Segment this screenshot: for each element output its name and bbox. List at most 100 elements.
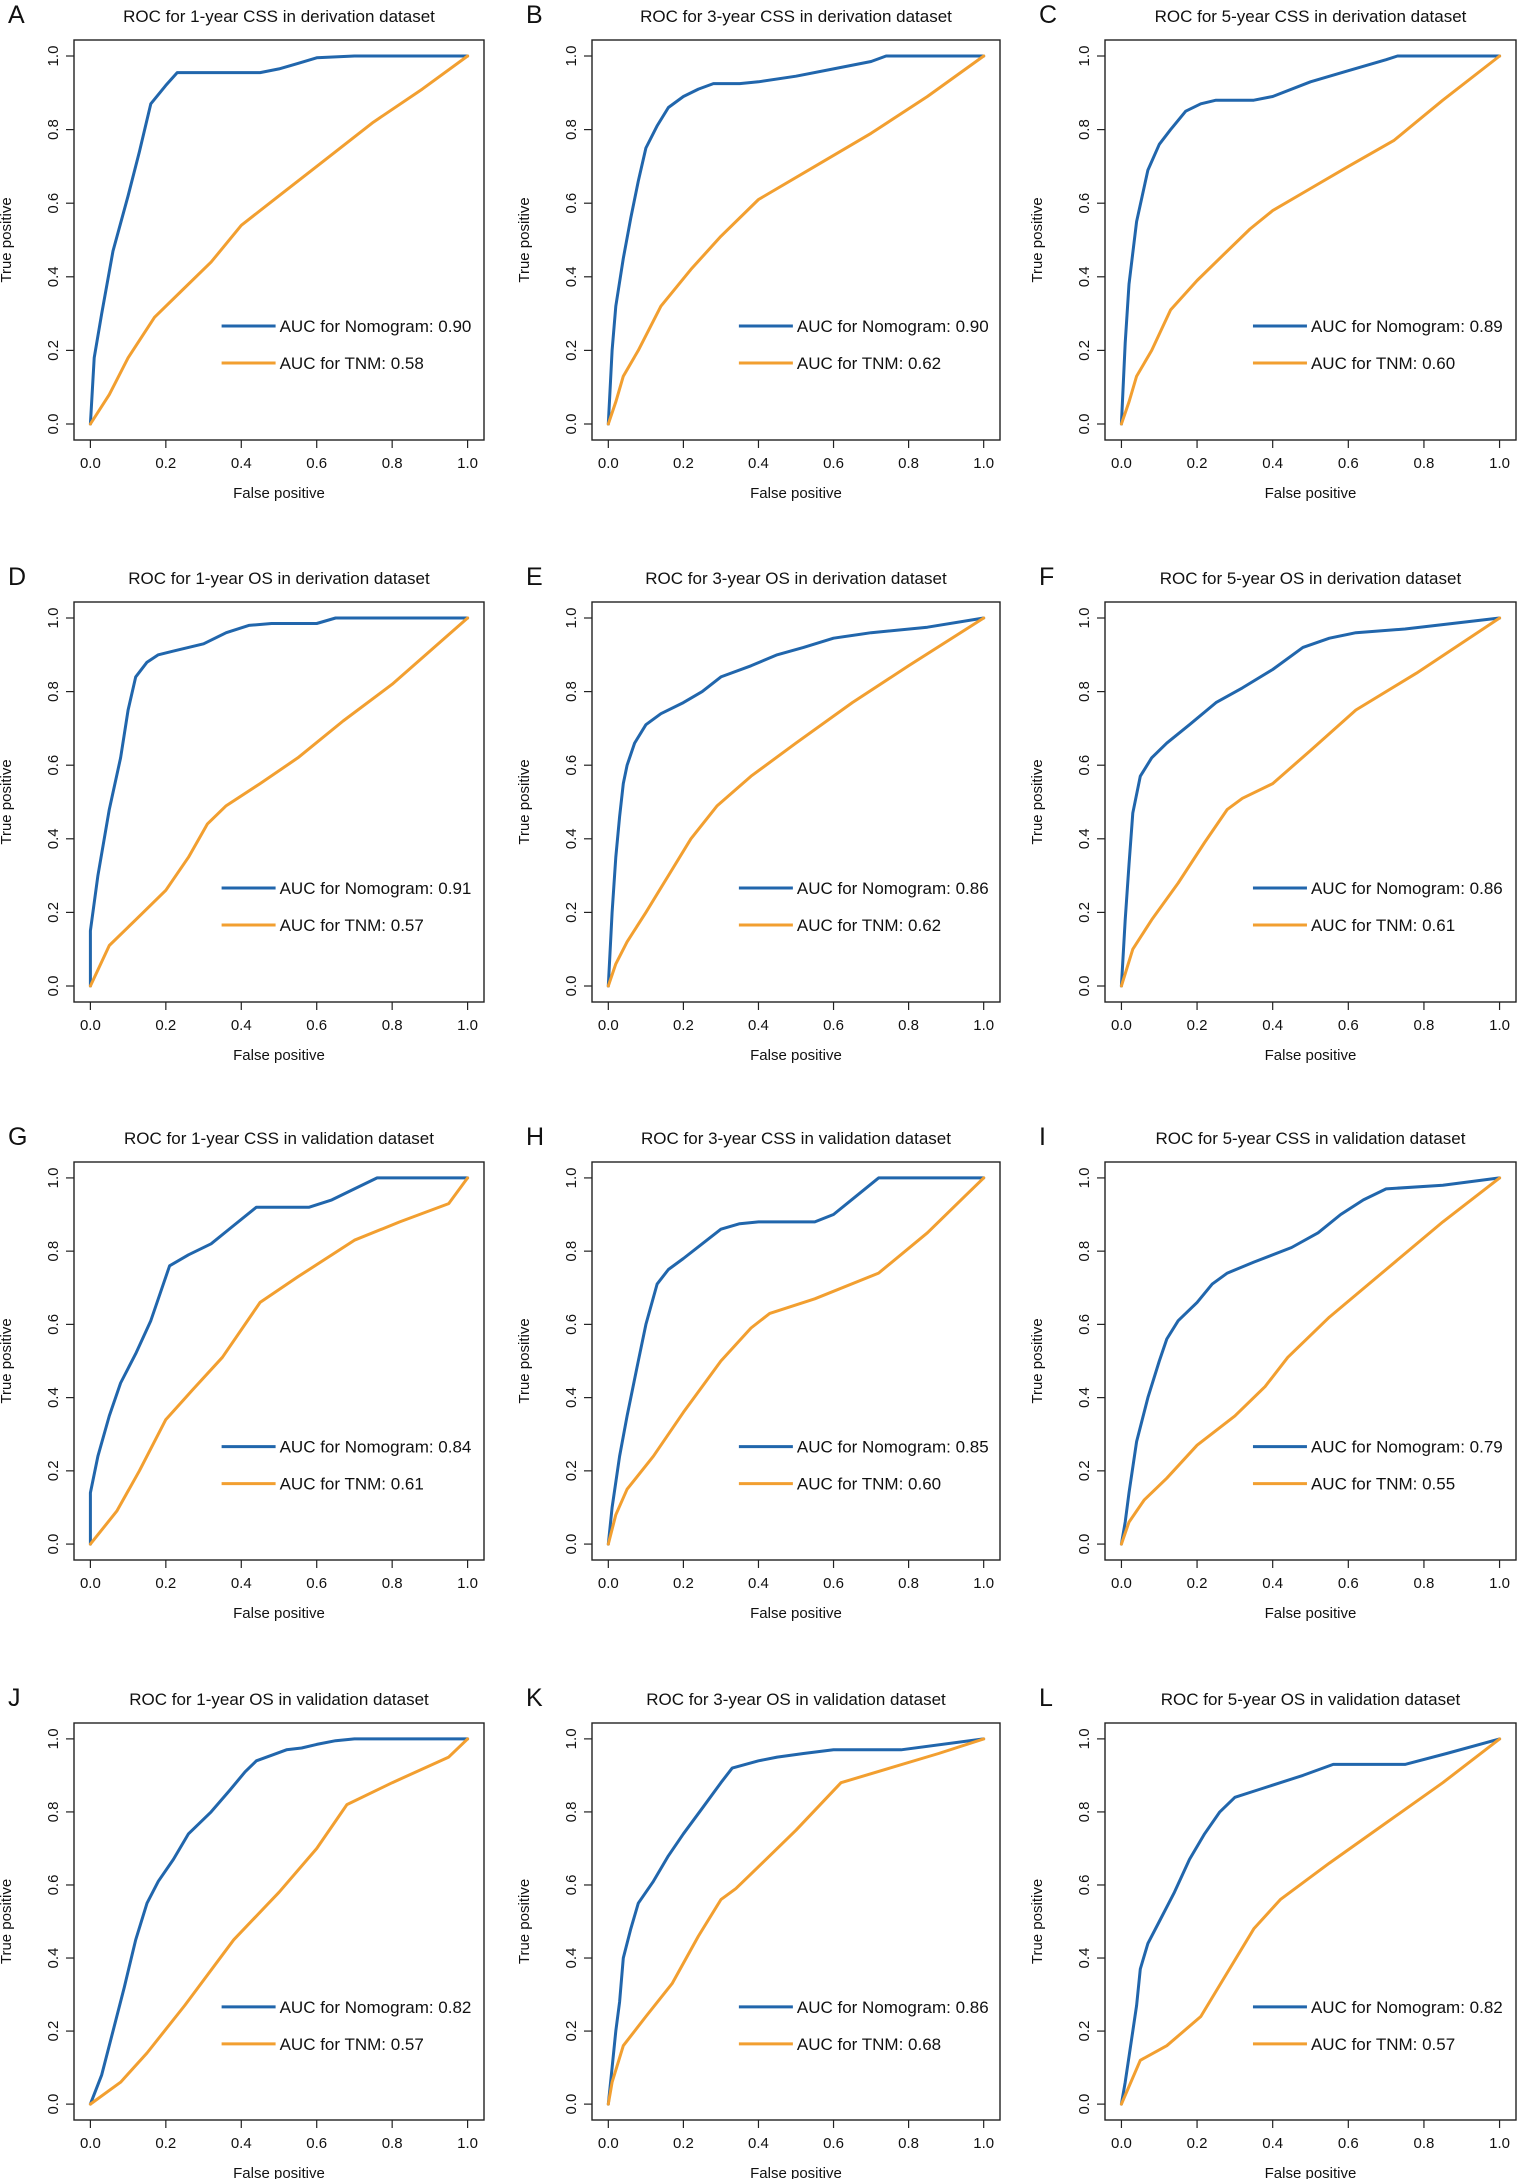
panel-letter-a: A xyxy=(8,1,25,29)
y-tick-label: 0.0 xyxy=(563,2094,580,2115)
y-tick-label: 0.2 xyxy=(45,2021,62,2042)
roc-curve-nomogram xyxy=(606,1176,986,1546)
roc-panel-l: L ROC for 5-year OS in validation dataset… xyxy=(1029,1684,1517,2179)
x-tick-label: 0.4 xyxy=(231,2135,252,2152)
legend-label-nomogram: AUC for Nomogram: 0.86 xyxy=(797,879,989,898)
y-tick-label: 1.0 xyxy=(1076,608,1093,629)
y-tick-label: 0.0 xyxy=(45,1534,62,1555)
y-tick-label: 1.0 xyxy=(563,1728,580,1749)
y-tick-label: 0.4 xyxy=(45,1387,62,1408)
y-tick-label: 0.4 xyxy=(45,828,62,849)
x-tick-label: 0.6 xyxy=(1338,2135,1359,2152)
legend-label-nomogram: AUC for Nomogram: 0.91 xyxy=(280,879,472,898)
legend-label-nomogram: AUC for Nomogram: 0.89 xyxy=(1311,317,1503,336)
plot-frame xyxy=(1104,1161,1517,1561)
legend-label-tnm: AUC for TNM: 0.58 xyxy=(280,354,424,373)
x-tick-label: 1.0 xyxy=(1489,455,1510,472)
y-tick-label: 0.0 xyxy=(563,414,580,435)
plot-frame xyxy=(73,601,485,1003)
roc-curve-tnm xyxy=(606,54,986,426)
plot-frame xyxy=(73,39,485,441)
roc-curve-nomogram xyxy=(88,1176,470,1546)
plot-frame xyxy=(73,1722,485,2121)
y-tick-label: 0.6 xyxy=(45,1875,62,1896)
y-axis-label: True positive xyxy=(1029,1879,1046,1964)
x-tick-label: 0.4 xyxy=(1262,1017,1283,1034)
x-tick-label: 0.0 xyxy=(598,1575,619,1592)
x-tick-label: 0.2 xyxy=(155,2135,176,2152)
y-tick-label: 0.8 xyxy=(563,1801,580,1822)
legend-label-nomogram: AUC for Nomogram: 0.90 xyxy=(797,317,989,336)
x-tick-label: 0.0 xyxy=(598,1017,619,1034)
x-tick-label: 0.0 xyxy=(80,1575,101,1592)
x-axis-label: False positive xyxy=(750,2165,842,2179)
panel-letter-k: K xyxy=(526,1684,543,1712)
panel-letter-i: I xyxy=(1039,1123,1046,1151)
x-axis-label: False positive xyxy=(1265,1605,1357,1622)
roc-curve-tnm xyxy=(88,616,470,988)
roc-curve-nomogram xyxy=(88,616,470,988)
panel-title: ROC for 3-year CSS in validation dataset xyxy=(641,1129,951,1148)
y-tick-label: 0.6 xyxy=(1076,193,1093,214)
y-tick-label: 0.6 xyxy=(45,193,62,214)
y-tick-label: 1.0 xyxy=(45,1167,62,1188)
legend-label-nomogram: AUC for Nomogram: 0.86 xyxy=(1311,879,1503,898)
panel-letter-d: D xyxy=(8,563,26,591)
panel-title: ROC for 5-year OS in validation dataset xyxy=(1161,1690,1461,1709)
x-axis-label: False positive xyxy=(1265,2165,1357,2179)
y-tick-label: 0.4 xyxy=(45,266,62,287)
x-axis-label: False positive xyxy=(1265,485,1357,502)
x-tick-label: 0.8 xyxy=(1414,455,1435,472)
y-axis-label: True positive xyxy=(0,1879,15,1964)
roc-curve-tnm xyxy=(606,1737,986,2106)
x-tick-label: 1.0 xyxy=(973,455,994,472)
x-axis-label: False positive xyxy=(1265,1047,1357,1064)
panel-letter-g: G xyxy=(8,1123,27,1151)
x-tick-label: 0.8 xyxy=(382,455,403,472)
x-axis-label: False positive xyxy=(233,1047,325,1064)
legend-label-tnm: AUC for TNM: 0.55 xyxy=(1311,1475,1455,1494)
y-tick-label: 0.8 xyxy=(1076,1241,1093,1262)
x-tick-label: 0.2 xyxy=(1187,2135,1208,2152)
y-axis-label: True positive xyxy=(516,759,533,844)
x-tick-label: 0.8 xyxy=(382,1017,403,1034)
y-tick-label: 0.8 xyxy=(45,1801,62,1822)
x-axis-label: False positive xyxy=(750,1605,842,1622)
y-axis-label: True positive xyxy=(1029,197,1046,282)
x-tick-label: 0.2 xyxy=(673,1575,694,1592)
y-tick-label: 0.8 xyxy=(45,119,62,140)
legend-label-nomogram: AUC for Nomogram: 0.82 xyxy=(280,1998,472,2017)
panel-title: ROC for 5-year CSS in derivation dataset xyxy=(1155,7,1467,26)
x-tick-label: 1.0 xyxy=(457,1575,478,1592)
legend-label-tnm: AUC for TNM: 0.62 xyxy=(797,354,941,373)
x-tick-label: 0.4 xyxy=(748,1575,769,1592)
x-axis-label: False positive xyxy=(233,1605,325,1622)
x-tick-label: 0.2 xyxy=(673,455,694,472)
y-tick-label: 0.6 xyxy=(45,1314,62,1335)
y-axis-label: True positive xyxy=(516,197,533,282)
panel-title: ROC for 3-year OS in derivation dataset xyxy=(645,569,947,588)
plot-frame xyxy=(591,1722,1001,2121)
y-tick-label: 1.0 xyxy=(563,46,580,67)
y-tick-label: 0.4 xyxy=(1076,1387,1093,1408)
x-tick-label: 0.8 xyxy=(898,2135,919,2152)
y-tick-label: 0.6 xyxy=(1076,755,1093,776)
plot-frame xyxy=(73,1161,485,1561)
legend-label-tnm: AUC for TNM: 0.57 xyxy=(280,2035,424,2054)
y-tick-label: 0.2 xyxy=(563,1460,580,1481)
y-tick-label: 0.2 xyxy=(563,902,580,923)
x-tick-label: 0.6 xyxy=(823,455,844,472)
y-tick-label: 0.6 xyxy=(563,193,580,214)
roc-panel-h: H ROC for 3-year CSS in validation datase… xyxy=(516,1123,1001,1622)
roc-panel-j: J ROC for 1-year OS in validation dataset… xyxy=(0,1684,485,2179)
y-tick-label: 0.4 xyxy=(563,828,580,849)
x-tick-label: 0.8 xyxy=(1414,1017,1435,1034)
plot-frame xyxy=(591,1161,1001,1561)
roc-curve-nomogram xyxy=(1119,1737,1502,2106)
roc-curve-nomogram xyxy=(606,54,986,426)
y-axis-label: True positive xyxy=(516,1318,533,1403)
y-tick-label: 0.4 xyxy=(563,1948,580,1969)
x-tick-label: 1.0 xyxy=(973,2135,994,2152)
x-tick-label: 0.2 xyxy=(673,1017,694,1034)
